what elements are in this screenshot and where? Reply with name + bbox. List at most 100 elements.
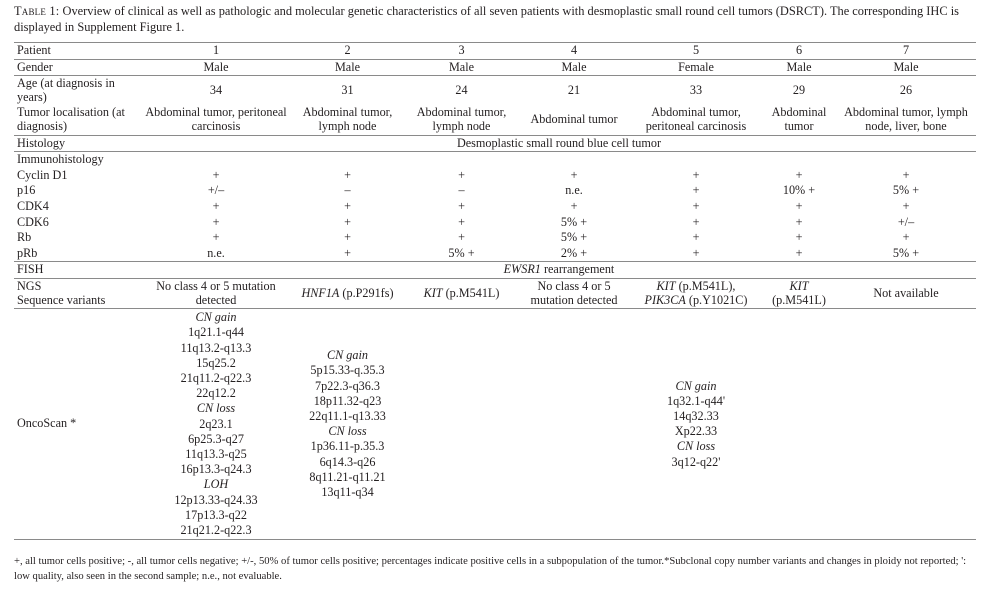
ngs-label: NGS bbox=[17, 278, 42, 293]
cn-category: CN loss bbox=[196, 401, 236, 416]
gene-name: KIT bbox=[423, 285, 443, 300]
table-cell: + bbox=[212, 167, 220, 182]
table-row: Cyclin D1 + + + + + + + bbox=[14, 168, 976, 184]
table-cell: 34 bbox=[142, 75, 290, 106]
oncoscan-patient-2: CN gain 5p15.33-q.35.3 7p22.3-q36.3 18p11.3… bbox=[290, 308, 405, 541]
table-cell: 5% + bbox=[892, 245, 920, 260]
table-caption: Table 1: Overview of clinical as well as… bbox=[14, 4, 976, 35]
immunohistology-header-row: Immunohistology bbox=[14, 151, 976, 168]
variant: (p.M541L), bbox=[675, 278, 736, 293]
table-cell: Male bbox=[518, 58, 630, 76]
table-cell: KIT (p.M541L), PIK3CA (p.Y1021C) bbox=[630, 277, 762, 309]
row-label: CDK4 bbox=[17, 198, 49, 213]
cytoband: 21q11.2-q22.3 bbox=[180, 370, 252, 385]
table-cell: Male bbox=[405, 58, 518, 76]
cytoband: 22q11.1-q13.33 bbox=[309, 408, 386, 423]
variant: (p.Y1021C) bbox=[685, 292, 748, 307]
row-label: CDK6 bbox=[17, 214, 49, 229]
table-cell: + bbox=[902, 198, 910, 213]
oncoscan-patient-1: CN gain 1q21.1-q44 11q13.2-q13.3 15q25.2 21q… bbox=[142, 308, 290, 541]
table-cell: + bbox=[458, 198, 465, 213]
ngs-row: NGS Sequence variants No class 4 or 5 mut… bbox=[14, 277, 976, 309]
table-cell: – bbox=[458, 183, 465, 198]
cytoband: 15q25.2 bbox=[196, 355, 236, 370]
header-cell: 1 bbox=[212, 43, 220, 57]
variant: (p.M541L) bbox=[772, 292, 826, 307]
table-cell: Abdominal tumor, peritoneal carcinosis bbox=[145, 105, 287, 133]
cytoband: 13q11-q34 bbox=[321, 484, 374, 499]
cytoband: 7p22.3-q36.3 bbox=[315, 378, 380, 393]
table-cell: + bbox=[692, 167, 700, 182]
table-cell: + bbox=[344, 198, 351, 213]
patient-characteristics-table: Patient 1 2 3 4 5 6 7 Gender Male Male M… bbox=[14, 43, 976, 541]
table-cell: Not available bbox=[836, 277, 976, 309]
table-caption-text: Overview of clinical as well as patholog… bbox=[14, 4, 959, 34]
fish-text: rearrangement bbox=[540, 262, 615, 277]
cytoband: 6q14.3-q26 bbox=[319, 454, 376, 469]
table-cell: + bbox=[458, 214, 465, 229]
gene-name: KIT bbox=[789, 278, 809, 293]
table-cell: Abdominal tumor, peritoneal carcinosis bbox=[645, 105, 747, 133]
cn-category: CN loss bbox=[328, 424, 367, 439]
table-cell: Abdominal tumor bbox=[771, 105, 827, 133]
row-label: p16 bbox=[17, 183, 36, 198]
header-cell: 2 bbox=[344, 43, 351, 57]
row-label: Gender bbox=[14, 58, 142, 76]
cytoband: 21q21.2-q22.3 bbox=[180, 522, 252, 537]
row-label: Immunohistology bbox=[14, 151, 142, 168]
oncoscan-patient-5: CN gain 1q32.1-q44' 14q32.33 Xp22.33 CN loss… bbox=[630, 308, 762, 541]
table-cell: + bbox=[692, 245, 700, 260]
table-cell: Abdominal tumor bbox=[530, 112, 618, 127]
table-cell: 33 bbox=[630, 75, 762, 106]
table-caption-label: Table 1: bbox=[14, 4, 60, 18]
table-cell: HNF1A (p.P291fs) bbox=[290, 277, 405, 309]
gene-name: KIT bbox=[656, 278, 676, 293]
header-label: Patient bbox=[17, 43, 51, 57]
header-row: Patient 1 2 3 4 5 6 7 bbox=[14, 43, 976, 59]
header-cell: 4 bbox=[570, 43, 578, 57]
cytoband: 6p25.3-q27 bbox=[188, 431, 244, 446]
table-cell: + bbox=[692, 198, 700, 213]
cytoband: 5p15.33-q.35.3 bbox=[310, 363, 385, 378]
table-cell: + bbox=[344, 245, 351, 260]
table-cell: + bbox=[458, 230, 465, 245]
table-cell: 21 bbox=[518, 75, 630, 106]
table-cell: 5% + bbox=[892, 183, 920, 198]
table-cell: + bbox=[570, 167, 578, 182]
histology-row: Histology Desmoplastic small round blue … bbox=[14, 134, 976, 152]
table-cell: + bbox=[902, 167, 910, 182]
cytoband: 3q12-q22' bbox=[671, 454, 721, 469]
table-row: Rb + + + 5% + + + + bbox=[14, 230, 976, 246]
cn-category: CN gain bbox=[327, 348, 368, 363]
table-cell: + bbox=[344, 214, 351, 229]
table-cell: + bbox=[795, 167, 803, 182]
cytoband: 12p13.33-q24.33 bbox=[174, 492, 258, 507]
header-cell: 6 bbox=[795, 43, 803, 57]
table-cell: Male bbox=[290, 58, 405, 76]
table-cell: + bbox=[344, 230, 351, 245]
header-cell: 3 bbox=[458, 43, 465, 57]
table-cell: KIT (p.M541L) bbox=[762, 277, 836, 309]
table-cell: Abdominal tumor, lymph node, liver, bone bbox=[844, 105, 968, 133]
cn-category: CN gain bbox=[195, 310, 237, 325]
cytoband: 2q23.1 bbox=[199, 416, 233, 431]
table-cell: Abdominal tumor, lymph node bbox=[416, 105, 507, 133]
table-cell: 5% + bbox=[560, 230, 588, 245]
cn-category: CN loss bbox=[676, 439, 716, 454]
table-cell: 5% + bbox=[560, 214, 588, 229]
cytoband: 11q13.3-q25 bbox=[185, 446, 247, 461]
table-cell: + bbox=[570, 198, 578, 213]
table-cell: No class 4 or 5 mutation detected bbox=[518, 277, 630, 309]
table-cell: 29 bbox=[762, 75, 836, 106]
table-row: pRb n.e. + 5% + 2% + + + 5% + bbox=[14, 246, 976, 262]
table-cell: Abdominal tumor, lymph node bbox=[302, 105, 393, 133]
table-cell: + bbox=[212, 230, 220, 245]
cytoband: 1q32.1-q44' bbox=[666, 393, 726, 408]
row-label: Cyclin D1 bbox=[17, 167, 68, 182]
table-cell: 31 bbox=[290, 75, 405, 106]
row-label: Age (at diagnosis in years) bbox=[14, 75, 142, 106]
row-label: Histology bbox=[14, 134, 142, 152]
table-cell: Male bbox=[762, 58, 836, 76]
table-row: p16 +/– – – n.e. + 10% + 5% + bbox=[14, 183, 976, 199]
table-row: CDK4 + + + + + + + bbox=[14, 199, 976, 215]
